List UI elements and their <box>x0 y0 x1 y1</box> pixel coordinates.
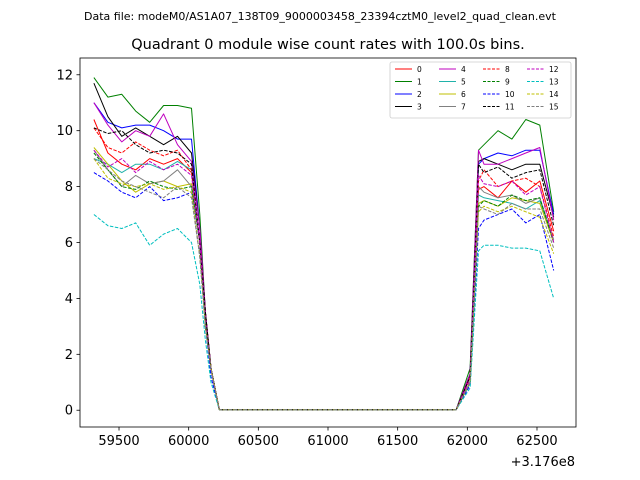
legend-label-11: 11 <box>505 102 515 111</box>
plot-area <box>93 77 555 411</box>
legend-label-8: 8 <box>505 65 510 74</box>
legend-label-7: 7 <box>461 102 466 111</box>
series-line-14 <box>93 158 555 411</box>
legend-label-14: 14 <box>549 90 559 99</box>
y-tick-label: 4 <box>65 292 73 307</box>
x-tick-label: 61000 <box>307 434 348 449</box>
series-line-13 <box>93 214 555 411</box>
legend-label-6: 6 <box>461 90 466 99</box>
x-tick-label: 60500 <box>238 434 279 449</box>
x-offset-label: +3.176e8 <box>511 455 575 470</box>
chart-title: Quadrant 0 module wise count rates with … <box>131 37 525 53</box>
legend-label-10: 10 <box>505 90 515 99</box>
legend-label-13: 13 <box>549 77 559 86</box>
legend-label-5: 5 <box>461 77 466 86</box>
x-tick-label: 61500 <box>377 434 418 449</box>
legend-label-1: 1 <box>417 77 422 86</box>
y-tick-label: 2 <box>65 348 73 363</box>
series-line-15 <box>93 158 555 411</box>
series-line-12 <box>93 149 555 411</box>
y-tick-label: 10 <box>56 124 73 139</box>
legend-label-3: 3 <box>417 102 422 111</box>
x-tick-label: 62000 <box>447 434 488 449</box>
x-tick-label: 60000 <box>168 434 209 449</box>
legend-label-9: 9 <box>505 77 510 86</box>
y-tick-label: 12 <box>56 68 73 83</box>
x-tick-label: 62500 <box>516 434 557 449</box>
legend-label-15: 15 <box>549 102 559 111</box>
legend-label-2: 2 <box>417 90 422 99</box>
legend-box <box>389 61 572 119</box>
y-tick-label: 0 <box>65 404 73 419</box>
y-tick-label: 8 <box>65 180 73 195</box>
chart-suptitle: Data file: modeM0/AS1A07_138T09_90000034… <box>84 10 557 23</box>
x-tick-label: 59500 <box>98 434 139 449</box>
legend-label-12: 12 <box>549 65 559 74</box>
axes: 59500 60000 60500 61000 61500 62000 62500 0 2 4 6 8… <box>56 57 577 449</box>
y-tick-label: 6 <box>65 236 73 251</box>
legend-label-4: 4 <box>461 65 466 74</box>
legend-label-0: 0 <box>417 65 422 74</box>
